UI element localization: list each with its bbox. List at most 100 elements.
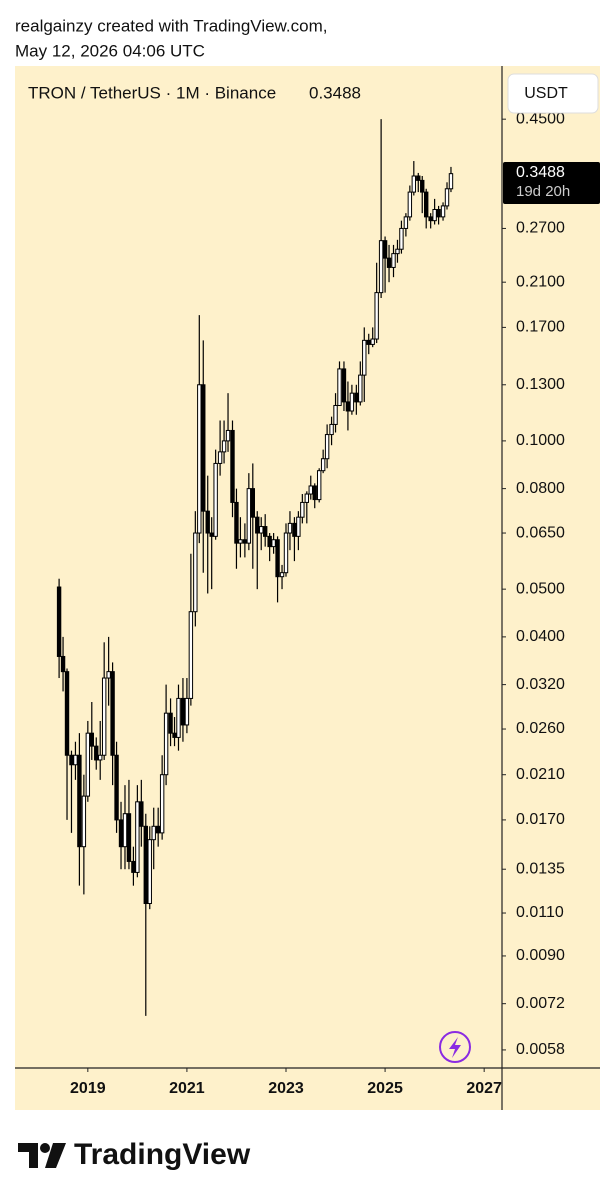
candle-body <box>60 655 66 673</box>
candle-body <box>118 819 124 848</box>
y-tick-label: 0.0650 <box>516 524 565 541</box>
candle-body <box>403 216 409 229</box>
candle-body <box>391 253 396 268</box>
y-tick-label: 0.0170 <box>516 811 565 828</box>
candle-body <box>366 339 371 345</box>
candle-body <box>151 825 156 841</box>
candle-body <box>255 516 260 534</box>
candle-body <box>126 813 132 862</box>
candle-body <box>374 292 379 340</box>
candle-body <box>159 774 165 834</box>
y-tick-label: 0.2700 <box>516 220 565 237</box>
candle-body <box>267 535 272 548</box>
candle-body <box>238 539 243 544</box>
logo-v <box>45 1143 66 1168</box>
candle-body <box>345 401 351 412</box>
candle-body <box>77 754 82 848</box>
candle-body <box>382 240 388 259</box>
candle-body <box>209 532 214 537</box>
y-tick-label: 0.2100 <box>516 273 565 290</box>
candle-body <box>81 795 87 848</box>
y-tick-label: 0.1000 <box>516 432 565 449</box>
candle-body <box>333 404 338 425</box>
candle-body <box>197 384 202 534</box>
candle-body <box>168 712 173 734</box>
price-tag-countdown: 19d 20h <box>516 183 570 200</box>
y-tick-label: 0.0400 <box>516 628 565 645</box>
x-tick-label: 2027 <box>466 1080 502 1097</box>
candle-body <box>432 208 437 222</box>
y-tick-label: 0.0135 <box>516 860 565 877</box>
candle-body <box>193 532 198 613</box>
candle-body <box>56 586 62 657</box>
candle-body <box>106 671 111 679</box>
candle-body <box>436 208 441 218</box>
candle-body <box>180 697 186 726</box>
candle-body <box>147 839 152 905</box>
candle-body <box>378 240 384 294</box>
candle-body <box>424 191 429 218</box>
candle-body <box>275 539 280 578</box>
candle-body <box>271 539 276 548</box>
candle-body <box>320 458 326 472</box>
candle-body <box>188 611 194 699</box>
candle-body <box>329 423 334 436</box>
y-tick-label: 0.0058 <box>516 1041 565 1058</box>
candle-body <box>312 485 317 501</box>
candle-body <box>94 745 99 761</box>
candle-body <box>242 539 248 544</box>
candle-body <box>292 522 297 537</box>
candle-body <box>304 493 310 503</box>
price-tag <box>503 162 600 204</box>
y-tick-label: 0.0500 <box>516 580 565 597</box>
candle-body <box>416 175 421 181</box>
candles <box>56 119 454 1016</box>
candle-body <box>440 205 446 218</box>
candle-body <box>250 488 256 518</box>
candle-body <box>155 825 161 834</box>
candle-body <box>139 801 144 827</box>
candle-body <box>64 671 70 756</box>
candle-body <box>341 368 347 403</box>
price-tag-value: 0.3488 <box>516 164 565 181</box>
candle-body <box>337 368 342 406</box>
candle-body <box>176 697 181 738</box>
candle-body <box>349 392 355 412</box>
candle-body <box>407 191 413 218</box>
x-tick-label: 2019 <box>70 1080 106 1097</box>
candle-body <box>279 572 285 578</box>
candle-body <box>354 392 359 403</box>
y-tick-label: 0.0320 <box>516 676 565 693</box>
x-tick-label: 2021 <box>169 1080 205 1097</box>
icon-ring <box>439 1031 471 1063</box>
candle-body <box>217 451 223 464</box>
candle-body <box>395 248 400 255</box>
candle-body <box>225 429 231 442</box>
candle-body <box>287 522 293 534</box>
currency-button[interactable] <box>507 73 599 114</box>
candle-body <box>98 754 103 761</box>
candle-body <box>370 338 375 345</box>
time-axis: 2019 2021 2023 2025 2027 <box>70 1068 502 1097</box>
lightning-icon[interactable] <box>439 1031 471 1063</box>
candle-body <box>411 175 417 193</box>
x-tick-label: 2025 <box>367 1080 403 1097</box>
candle-body <box>184 697 190 726</box>
candle-body <box>230 429 235 503</box>
price-axis: 0.4500 0.2700 0.2100 0.1700 0.1300 0.1000 0.08… <box>502 110 565 1058</box>
brand-name: TradingView <box>74 1138 251 1171</box>
candle-body <box>213 462 218 537</box>
candle-body <box>300 501 305 518</box>
x-tick-label: 2023 <box>268 1080 304 1097</box>
candle-body <box>85 732 91 797</box>
candle-body <box>172 732 177 738</box>
candle-body <box>362 339 367 376</box>
candle-body <box>89 732 94 747</box>
y-tick-label: 0.0260 <box>516 720 565 737</box>
candle-body <box>234 501 239 544</box>
candle-body <box>308 485 313 495</box>
candle-body <box>110 671 115 756</box>
candle-body <box>246 488 252 544</box>
